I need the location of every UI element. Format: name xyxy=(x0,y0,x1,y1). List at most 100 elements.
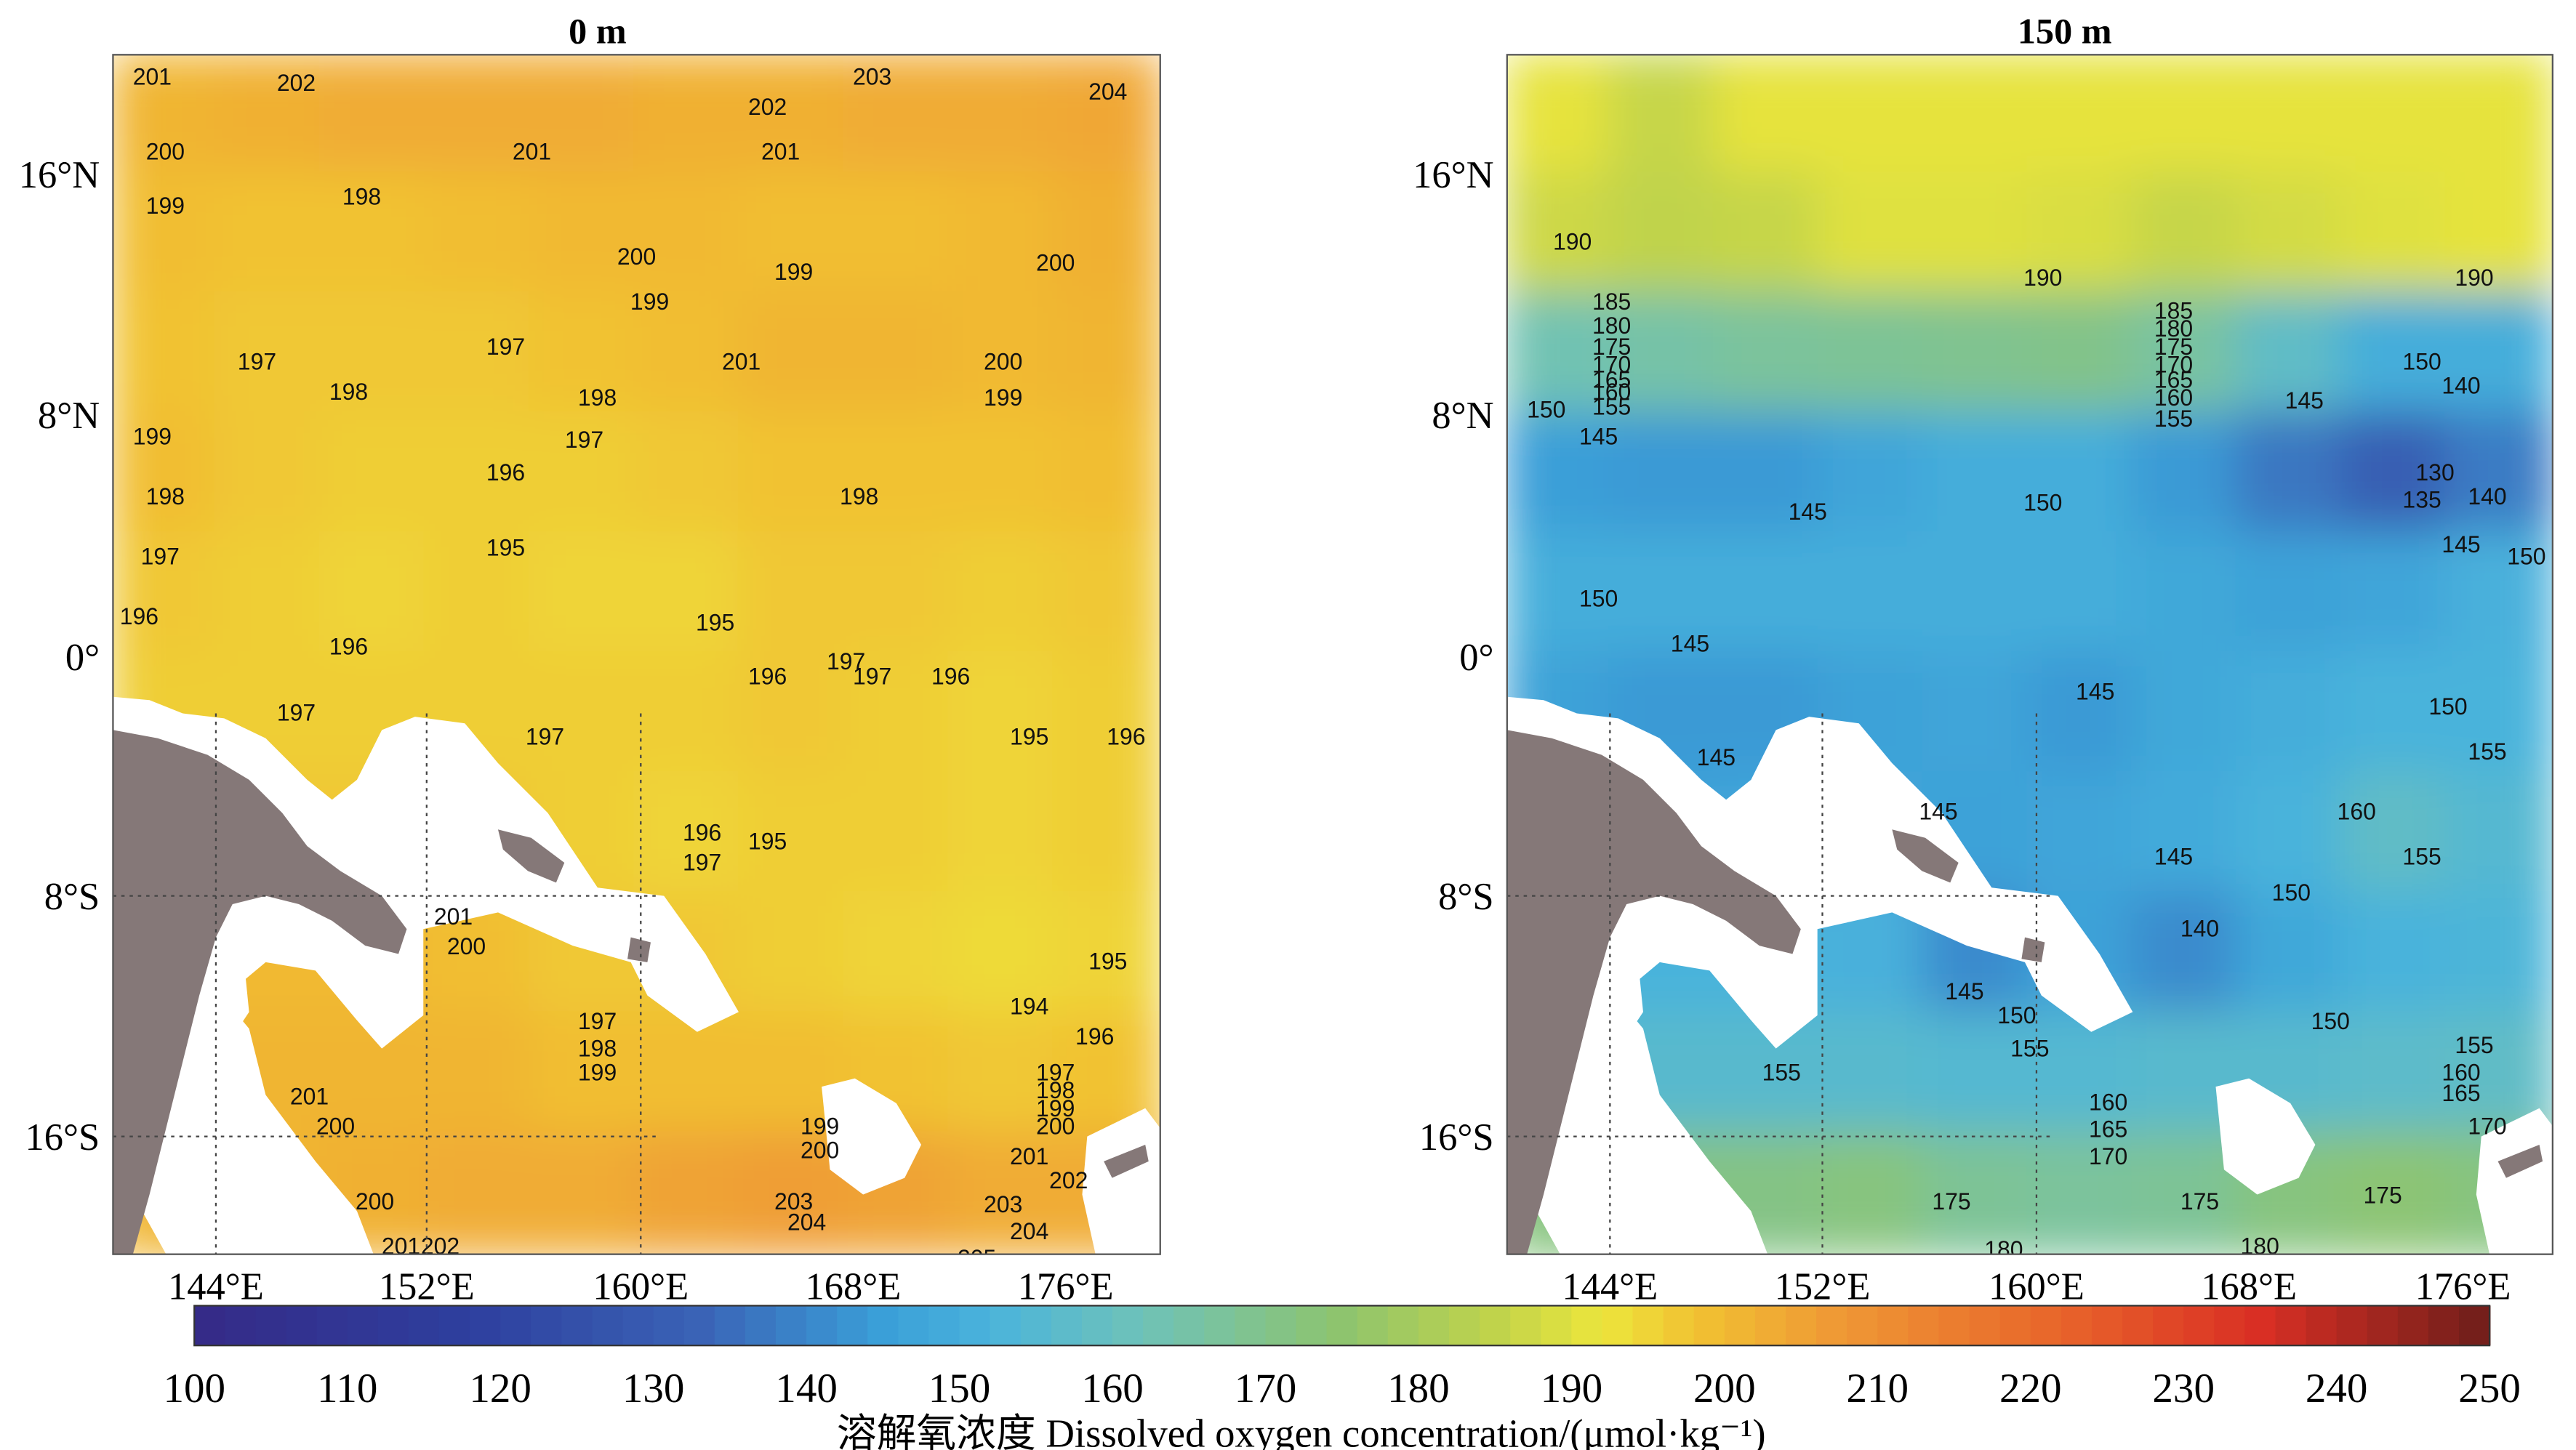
grid-cell xyxy=(843,890,955,1018)
colorbar-swatch xyxy=(1693,1305,1726,1346)
contour-label: 197 xyxy=(277,699,316,725)
contour-label: 145 xyxy=(2285,387,2324,414)
contour-label: 198 xyxy=(329,379,368,405)
colorbar-swatch xyxy=(2306,1305,2338,1346)
contour-label: 140 xyxy=(2468,483,2506,509)
grid-cell xyxy=(2235,55,2347,178)
grid-cell xyxy=(528,651,641,778)
grid-cell xyxy=(1817,171,1929,298)
colorbar-swatch xyxy=(683,1305,716,1346)
grid-cell xyxy=(528,411,641,539)
grid-cell xyxy=(1506,55,1616,178)
colorbar-swatch xyxy=(1663,1305,1696,1346)
contour-label: 170 xyxy=(1592,352,1631,378)
grid-cell xyxy=(528,171,641,298)
colorbar-swatch xyxy=(255,1305,287,1346)
grid-cell xyxy=(947,651,1059,778)
contour-label: 198 xyxy=(840,483,878,509)
grid-cell xyxy=(633,1011,745,1138)
contour-label: 200 xyxy=(801,1137,839,1164)
grid-cell xyxy=(214,171,326,298)
colorbar-swatch xyxy=(1296,1305,1328,1346)
colorbar-swatch xyxy=(1449,1305,1481,1346)
contour-label: 155 xyxy=(1762,1059,1801,1085)
grid-cell xyxy=(2340,55,2452,178)
colorbar-swatch xyxy=(2275,1305,2307,1346)
contour-label: 150 xyxy=(1997,1002,2036,1028)
no-data-region xyxy=(132,978,374,1254)
grid-cell xyxy=(113,291,222,418)
colorbar-swatch xyxy=(1387,1305,1420,1346)
contour-label: 175 xyxy=(2180,1188,2219,1215)
grid-cell xyxy=(2235,770,2347,898)
colorbar-tick-label: 100 xyxy=(163,1366,225,1411)
contour-label: 145 xyxy=(2076,678,2114,704)
grid-cell xyxy=(738,890,850,1018)
contour-label: 175 xyxy=(1592,334,1631,360)
grid-cell xyxy=(318,291,431,418)
grid-cell xyxy=(1817,531,1929,658)
grid-cell xyxy=(2444,171,2553,298)
contour-label: 196 xyxy=(931,664,970,690)
colorbar-swatch xyxy=(1510,1305,1542,1346)
colorbar-swatch xyxy=(561,1305,593,1346)
contour-label: 196 xyxy=(1107,723,1145,749)
grid-cell xyxy=(947,291,1059,418)
contour-label: 155 xyxy=(2010,1035,2049,1061)
grid-cell xyxy=(1922,531,2034,658)
grid-cell xyxy=(1817,55,1929,178)
colorbar-tick-label: 110 xyxy=(317,1366,377,1411)
grid-cell xyxy=(1922,651,2034,778)
grid-cell xyxy=(1922,55,2034,178)
contour-label: 198 xyxy=(578,1035,617,1061)
grid-cell xyxy=(423,1131,536,1254)
grid-cell xyxy=(2444,651,2553,778)
contour-label: 145 xyxy=(2154,843,2193,869)
grid-cell xyxy=(528,531,641,658)
colorbar-swatch xyxy=(408,1305,441,1346)
y-tick-label: 0° xyxy=(65,637,100,679)
x-tick-label: 160°E xyxy=(593,1265,689,1308)
colorbar-swatch xyxy=(1969,1305,2002,1346)
colorbar-swatch xyxy=(1877,1305,1909,1346)
grid-cell xyxy=(1052,171,1160,298)
colorbar-swatch xyxy=(470,1305,502,1346)
colorbar-swatch xyxy=(2428,1305,2460,1346)
contour-label: 170 xyxy=(2089,1143,2127,1169)
contour-label: 197 xyxy=(565,427,603,453)
contour-label: 198 xyxy=(342,184,381,210)
contour-label: 165 xyxy=(2154,366,2193,392)
colorbar-swatch xyxy=(1112,1305,1144,1346)
colorbar-tick-label: 140 xyxy=(775,1366,838,1411)
colorbar-tick-label: 150 xyxy=(928,1366,991,1411)
grid-cell xyxy=(113,55,222,178)
contour-label: 204 xyxy=(1088,78,1127,105)
colorbar-tick-label: 130 xyxy=(622,1366,685,1411)
colorbar-swatch xyxy=(1081,1305,1114,1346)
contour-label: 160 xyxy=(2154,384,2193,411)
colorbar-swatch xyxy=(2459,1305,2491,1346)
grid-cell xyxy=(947,55,1059,178)
grid-cell xyxy=(2026,1131,2138,1254)
grid-cell xyxy=(633,411,745,539)
axes-frame xyxy=(1506,54,2553,1255)
contour-label: 150 xyxy=(2428,693,2467,720)
contour-label: 201 xyxy=(761,139,800,165)
colorbar-label: 溶解氧浓度 Dissolved oxygen concentration/(μm… xyxy=(837,1411,1766,1450)
contour-label: 198 xyxy=(578,384,617,411)
colorbar-tick-label: 210 xyxy=(1846,1366,1909,1411)
colorbar-tick-label: 170 xyxy=(1235,1366,1297,1411)
grid-cell xyxy=(214,531,326,658)
grid-cell xyxy=(1817,1011,1929,1138)
grid-cell xyxy=(318,411,431,539)
contour-label: 198 xyxy=(146,483,185,509)
contour-label: 199 xyxy=(133,424,172,450)
contour-label: 185 xyxy=(1592,289,1631,315)
colorbar-tick-label: 220 xyxy=(1999,1366,2062,1411)
grid-cell xyxy=(2340,890,2452,1018)
grid-cell xyxy=(2340,770,2452,898)
contour-label: 205 xyxy=(958,1245,996,1271)
colorbar-swatch xyxy=(592,1305,624,1346)
grid-cell xyxy=(1052,890,1160,1018)
